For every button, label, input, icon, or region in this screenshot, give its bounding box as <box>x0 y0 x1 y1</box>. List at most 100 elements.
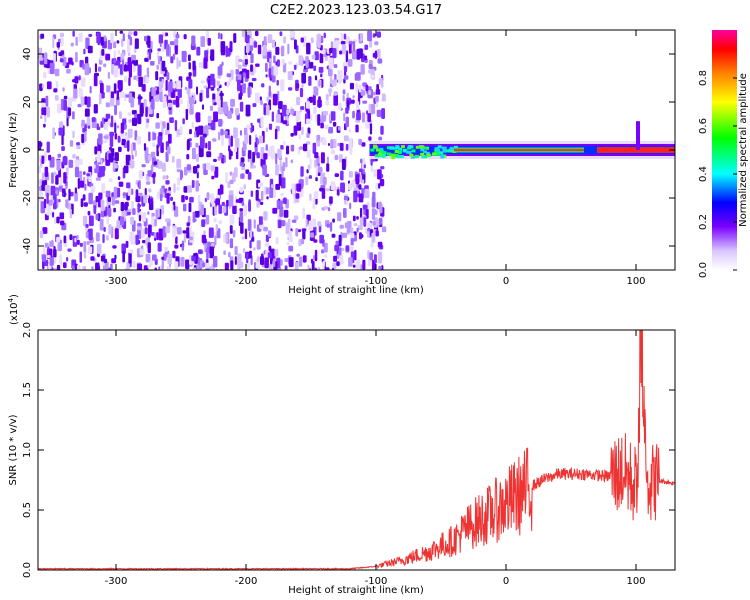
noise-cell <box>333 92 338 96</box>
noise-cell <box>320 176 323 185</box>
noise-cell <box>156 232 159 241</box>
noise-cell <box>300 106 305 110</box>
noise-cell <box>60 220 65 226</box>
noise-cell <box>300 238 305 245</box>
noise-cell <box>242 83 246 91</box>
noise-cell <box>153 161 158 165</box>
noise-cell <box>82 215 88 227</box>
noise-cell <box>282 120 288 125</box>
noise-cell <box>340 32 344 42</box>
noise-cell <box>268 85 271 97</box>
noise-cell <box>290 144 295 152</box>
noise-cell <box>171 204 174 212</box>
noise-cell <box>124 124 127 130</box>
noise-cell <box>288 257 294 268</box>
noise-cell <box>275 164 279 176</box>
noise-cell <box>189 129 192 135</box>
noise-cell <box>217 88 221 101</box>
noise-cell <box>334 154 339 161</box>
noise-cell <box>343 195 349 201</box>
noise-cell <box>194 211 200 218</box>
noise-cell <box>225 134 230 139</box>
noise-cell <box>377 58 383 64</box>
noise-cell <box>348 128 351 133</box>
noise-cell <box>191 121 195 129</box>
colorbar-tick-label: 0.8 <box>698 70 709 86</box>
noise-cell <box>147 170 152 177</box>
svg-text:(x104): (x104) <box>7 294 20 325</box>
bottom-y-axis: 0.0 0.5 1.0 1.5 2.0 <box>22 322 675 578</box>
noise-cell <box>72 130 75 139</box>
noise-cell <box>247 86 251 98</box>
noise-cell <box>263 226 268 232</box>
noise-cell <box>105 113 111 120</box>
noise-cell <box>275 237 279 245</box>
noise-cell <box>367 231 370 238</box>
noise-cell <box>367 250 370 259</box>
noise-cell <box>305 219 308 228</box>
noise-cell <box>189 96 194 105</box>
noise-cell <box>56 42 60 48</box>
noise-cell <box>165 79 168 91</box>
noise-cell <box>312 142 317 154</box>
noise-cell <box>330 41 334 50</box>
noise-cell <box>93 164 96 169</box>
noise-cell <box>49 62 55 75</box>
noise-cell <box>337 70 343 82</box>
noise-cell <box>302 229 306 240</box>
noise-cell <box>247 150 252 159</box>
noise-cell <box>165 226 171 234</box>
noise-cell <box>211 120 216 131</box>
noise-cell <box>355 124 359 133</box>
noise-cell <box>156 64 159 70</box>
noise-cell <box>290 159 294 164</box>
noise-cell <box>326 223 331 228</box>
noise-cell <box>56 236 61 243</box>
snr-background <box>38 330 675 570</box>
noise-cell <box>78 87 81 97</box>
noise-cell <box>105 235 109 241</box>
noise-cell <box>155 71 159 81</box>
signal-cell <box>409 145 414 149</box>
noise-cell <box>310 232 315 238</box>
noise-cell <box>43 107 47 116</box>
noise-cell <box>114 228 119 240</box>
noise-cell <box>181 195 185 203</box>
noise-cell <box>256 240 261 250</box>
noise-cell <box>156 112 159 119</box>
noise-cell <box>256 138 260 145</box>
noise-cell <box>143 143 147 151</box>
noise-cell <box>255 189 259 201</box>
noise-cell <box>118 181 124 187</box>
noise-cell <box>241 30 247 38</box>
signal-cell <box>386 146 391 150</box>
noise-cell <box>306 42 311 55</box>
noise-cell <box>105 53 111 61</box>
noise-cell <box>193 253 196 257</box>
noise-cell <box>197 194 201 203</box>
noise-cell <box>345 116 349 128</box>
noise-cell <box>270 184 275 188</box>
noise-cell <box>217 32 221 40</box>
noise-cell <box>138 214 141 222</box>
noise-cell <box>271 66 274 76</box>
noise-cell <box>302 207 305 219</box>
noise-cell <box>277 219 282 229</box>
y-tick-label: 0.5 <box>22 502 33 518</box>
noise-cell <box>155 122 160 129</box>
noise-cell <box>210 165 216 172</box>
noise-cell <box>107 71 110 79</box>
noise-cell <box>300 166 304 177</box>
noise-cell <box>315 114 318 123</box>
noise-cell <box>120 201 125 212</box>
noise-cell <box>364 188 370 199</box>
noise-cell <box>331 233 336 238</box>
noise-cell <box>298 55 303 66</box>
noise-cell <box>339 50 343 55</box>
signal-cell <box>436 152 441 156</box>
noise-cell <box>70 42 74 47</box>
noise-cell <box>265 187 269 195</box>
noise-cell <box>311 54 316 60</box>
noise-cell <box>43 198 47 209</box>
noise-cell <box>191 92 195 96</box>
